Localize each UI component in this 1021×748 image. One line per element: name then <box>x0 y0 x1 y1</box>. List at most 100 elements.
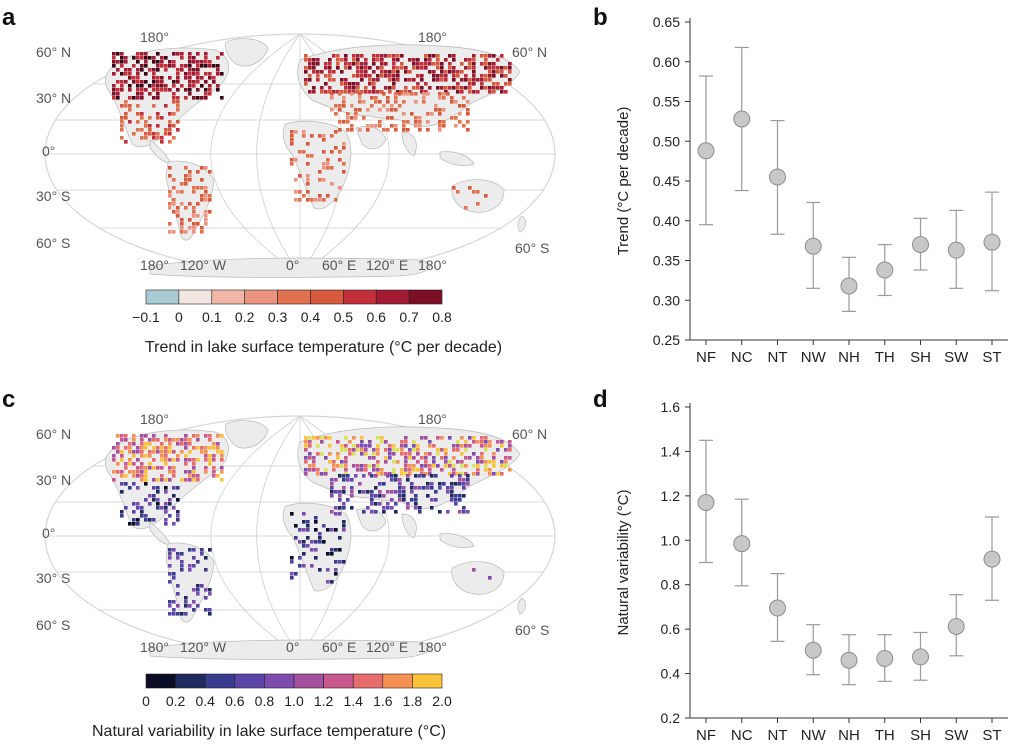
lake-pixel <box>192 84 196 88</box>
longitude-label: 60° E <box>322 639 356 655</box>
lake-pixel <box>196 222 200 226</box>
lake-pixel <box>172 202 176 206</box>
lake-pixel <box>338 560 342 564</box>
lake-pixel <box>164 132 168 136</box>
lake-pixel <box>342 560 346 564</box>
lake-pixel <box>144 136 148 140</box>
lake-pixel <box>448 472 452 476</box>
lake-pixel <box>128 88 132 92</box>
lake-pixel <box>188 92 192 96</box>
lake-pixel <box>164 434 168 438</box>
lake-pixel <box>204 52 208 56</box>
lake-pixel <box>330 580 334 584</box>
lake-pixel <box>168 450 172 454</box>
lake-pixel <box>304 70 308 74</box>
lake-pixel <box>420 74 424 78</box>
lake-pixel <box>168 458 172 462</box>
lake-pixel <box>208 64 212 68</box>
lake-pixel <box>128 120 132 124</box>
lake-pixel <box>188 568 192 572</box>
y-tick-label: 0.25 <box>653 332 680 348</box>
lake-pixel <box>398 490 402 494</box>
lake-pixel <box>120 490 124 494</box>
lake-pixel <box>164 510 168 514</box>
lake-pixel <box>452 186 456 190</box>
lake-pixel <box>450 486 454 490</box>
lake-pixel <box>152 68 156 72</box>
x-tick-label: NT <box>768 727 788 744</box>
lake-pixel <box>148 442 152 446</box>
lake-pixel <box>344 472 348 476</box>
lake-pixel <box>430 506 434 510</box>
lake-pixel <box>504 460 508 464</box>
x-tick-label: NH <box>838 727 860 744</box>
lake-pixel <box>448 66 452 70</box>
lake-pixel <box>452 444 456 448</box>
lake-pixel <box>358 128 362 132</box>
lake-pixel <box>410 92 414 96</box>
lake-pixel <box>460 62 464 66</box>
lake-pixel <box>428 452 432 456</box>
lake-pixel <box>306 544 310 548</box>
lake-pixel <box>354 108 358 112</box>
lake-pixel <box>412 58 416 62</box>
lake-pixel <box>476 440 480 444</box>
y-tick-label: 0.35 <box>653 253 680 269</box>
lake-pixel <box>120 136 124 140</box>
lake-pixel <box>184 596 188 600</box>
lake-pixel <box>378 494 382 498</box>
lake-pixel <box>454 498 458 502</box>
lake-pixel <box>176 68 180 72</box>
lake-pixel <box>468 62 472 66</box>
lake-pixel <box>208 462 212 466</box>
lake-pixel <box>408 78 412 82</box>
lake-pixel <box>160 450 164 454</box>
lake-pixel <box>120 482 124 486</box>
lake-pixel <box>330 182 334 186</box>
lake-pixel <box>410 486 414 490</box>
lake-pixel <box>366 490 370 494</box>
lake-pixel <box>388 456 392 460</box>
lake-pixel <box>450 100 454 104</box>
lake-pixel <box>220 72 224 76</box>
lake-pixel <box>204 166 208 170</box>
y-tick-label: 0.65 <box>653 14 680 30</box>
lake-pixel <box>312 460 316 464</box>
colorbar-swatch <box>382 673 413 689</box>
lake-pixel <box>148 116 152 120</box>
lake-pixel <box>472 74 476 78</box>
lake-pixel <box>372 464 376 468</box>
lake-pixel <box>152 72 156 76</box>
lake-pixel <box>384 74 388 78</box>
lake-pixel <box>334 112 338 116</box>
lake-pixel <box>364 66 368 70</box>
lake-pixel <box>408 456 412 460</box>
lake-pixel <box>406 128 410 132</box>
data-point <box>697 142 715 160</box>
lake-pixel <box>180 68 184 72</box>
lake-pixel <box>402 494 406 498</box>
lake-pixel <box>144 60 148 64</box>
lake-pixel <box>442 482 446 486</box>
lake-pixel <box>408 448 412 452</box>
lake-pixel <box>330 96 334 100</box>
lake-pixel <box>156 136 160 140</box>
lake-pixel <box>164 462 168 466</box>
lake-pixel <box>188 548 192 552</box>
lake-pixel <box>444 448 448 452</box>
lake-pixel <box>192 56 196 60</box>
lake-pixel <box>508 78 512 82</box>
x-tick-label: TH <box>875 349 895 366</box>
lake-pixel <box>358 482 362 486</box>
lake-pixel <box>394 510 398 514</box>
lake-pixel <box>394 478 398 482</box>
lake-pixel <box>144 88 148 92</box>
lake-pixel <box>438 482 442 486</box>
lake-pixel <box>388 70 392 74</box>
lake-pixel <box>176 120 180 124</box>
lake-pixel <box>496 440 500 444</box>
lake-pixel <box>140 80 144 84</box>
lake-pixel <box>160 116 164 120</box>
lake-pixel <box>168 194 172 198</box>
colorbar-tick-label: 0.2 <box>166 693 186 709</box>
